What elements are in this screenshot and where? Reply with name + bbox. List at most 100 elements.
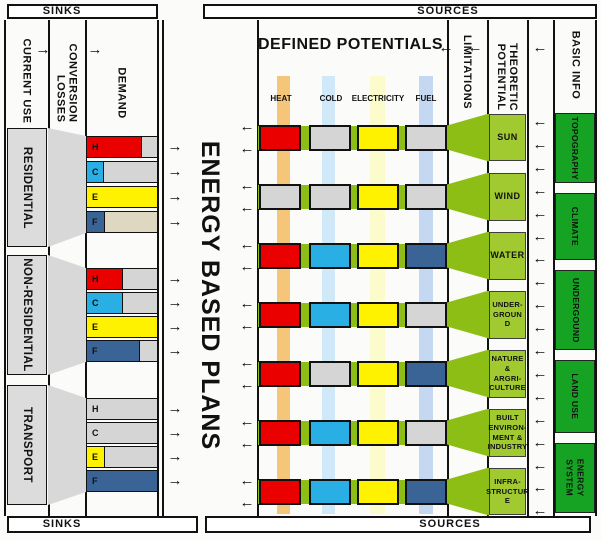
demand-bar-fill [87, 447, 105, 467]
column-divider [4, 20, 6, 516]
column-divider [447, 20, 449, 516]
theoretic-potential-header: THEORETIC POTENTIAL [495, 42, 519, 111]
source-box-builtenvironmentindustry: BUILT ENVIRON- MENT & INDUSTRY [487, 408, 528, 457]
demand-bar-letter: H [92, 142, 99, 152]
arrow-left-icon: ← [239, 375, 255, 393]
sector-box-transport: TRANSPORT [7, 385, 47, 505]
arrow-left-icon: ← [532, 135, 548, 153]
arrow-left-icon: ← [532, 387, 548, 405]
demand-bar-e [86, 186, 158, 208]
matrix-cell [259, 360, 301, 387]
matrix-cell [309, 478, 351, 505]
basic-info-label: LAND USE [570, 373, 581, 420]
arrow-right-icon: → [167, 270, 183, 287]
arrow-left-icon: ← [239, 117, 255, 135]
arrow-left-icon: ← [532, 250, 548, 268]
source-box-label-line: NATURE [491, 354, 524, 363]
demand-bar-letter: H [92, 404, 99, 414]
matrix-cell [259, 478, 301, 505]
demand-bar-letter: E [92, 322, 99, 332]
arrow-left-icon: ← [532, 479, 548, 497]
top-sinks-label: SINKS [42, 5, 82, 17]
matrix-cell [357, 419, 399, 446]
source-box-wind: WIND [489, 172, 526, 221]
matrix-cell [357, 301, 399, 328]
matrix-cell [309, 360, 351, 387]
top-sources-label: SOURCES [417, 5, 479, 17]
matrix-cell [405, 183, 447, 210]
matrix-cell [405, 478, 447, 505]
limitation-funnel [447, 231, 489, 280]
arrow-left-icon: ← [239, 176, 255, 194]
column-divider [527, 20, 529, 516]
sector-label: TRANSPORT [21, 406, 33, 484]
matrix-cell [405, 301, 447, 328]
arrow-left-icon: ← [239, 294, 255, 312]
source-box-label-line: BUILT [496, 413, 519, 422]
arrow-left-icon: ← [239, 198, 255, 216]
basic-info-box-topography: TOPOGRAPHY [555, 113, 595, 183]
source-box-label-line: SUN [497, 131, 518, 142]
basic-info-box-land-use: LAND USE [555, 360, 595, 433]
column-divider [157, 20, 159, 516]
limitation-funnel [447, 172, 489, 221]
limitation-funnel [447, 349, 489, 398]
demand-bar-letter: C [92, 428, 99, 438]
arrow-right-icon: → [167, 138, 183, 155]
arrow-right-icon: → [167, 400, 183, 417]
source-box-label-line: INFRA- [494, 476, 521, 486]
demand-bar-c [86, 422, 158, 444]
sector-box-non-residential: NON-RESIDENTIAL [7, 255, 47, 375]
matrix-cell [405, 360, 447, 387]
matrix-cell [405, 242, 447, 269]
matrix-cell [309, 242, 351, 269]
limitation-funnel [447, 467, 489, 516]
arrow-left-icon: ← [532, 502, 548, 520]
arrow-left-icon: ← [239, 257, 255, 275]
bottom-sinks-bar [7, 516, 198, 533]
demand-bar-letter: E [92, 452, 99, 462]
arrow-right-icon: → [167, 163, 183, 180]
source-box-label-line: WIND [494, 190, 521, 201]
demand-bar-fill [87, 137, 142, 157]
carrier-label: COLD [319, 94, 343, 103]
demand-bar-h [86, 398, 158, 420]
top-sources-bar [203, 4, 597, 19]
demand-bar-c [86, 161, 158, 183]
demand-bar-f [86, 340, 158, 362]
matrix-cell [405, 124, 447, 151]
arrow-left-icon: ← [532, 227, 548, 245]
arrow-left-icon: ← [532, 342, 548, 359]
matrix-cell [309, 419, 351, 446]
demand-bar-fill [87, 293, 123, 313]
bottom-sinks-label: SINKS [42, 518, 82, 530]
bottom-sources-bar [205, 516, 591, 533]
arrow-left-icon: ← [239, 434, 255, 452]
arrow-right-icon: → [167, 188, 183, 205]
demand-bar-h [86, 268, 158, 290]
matrix-cell [259, 183, 301, 210]
source-box-label-line: E [504, 496, 511, 506]
demand-bar-e [86, 316, 158, 338]
conversion-funnel [48, 255, 86, 375]
arrow-left-icon: ← [532, 204, 548, 222]
basic-info-label: ENERGY SYSTEM [564, 459, 586, 497]
matrix-cell [357, 360, 399, 387]
arrow-left-icon: ← [532, 433, 548, 451]
demand-bar-f [86, 211, 158, 233]
matrix-cell [357, 124, 399, 151]
arrow-left-icon: ← [532, 39, 548, 56]
matrix-cell [309, 124, 351, 151]
matrix-cell [309, 301, 351, 328]
source-box-sun: SUN [489, 114, 526, 161]
matrix-cell [357, 478, 399, 505]
source-box-label-line: INDUSTRY [487, 442, 528, 452]
column-divider [553, 20, 555, 516]
arrow-left-icon: ← [239, 471, 255, 489]
arrow-left-icon: ← [532, 113, 548, 130]
source-box-underground: UNDER- GROUN D [489, 290, 526, 339]
column-divider [595, 20, 597, 516]
demand-bar-letter: C [92, 167, 99, 177]
limitation-funnel [447, 408, 489, 457]
